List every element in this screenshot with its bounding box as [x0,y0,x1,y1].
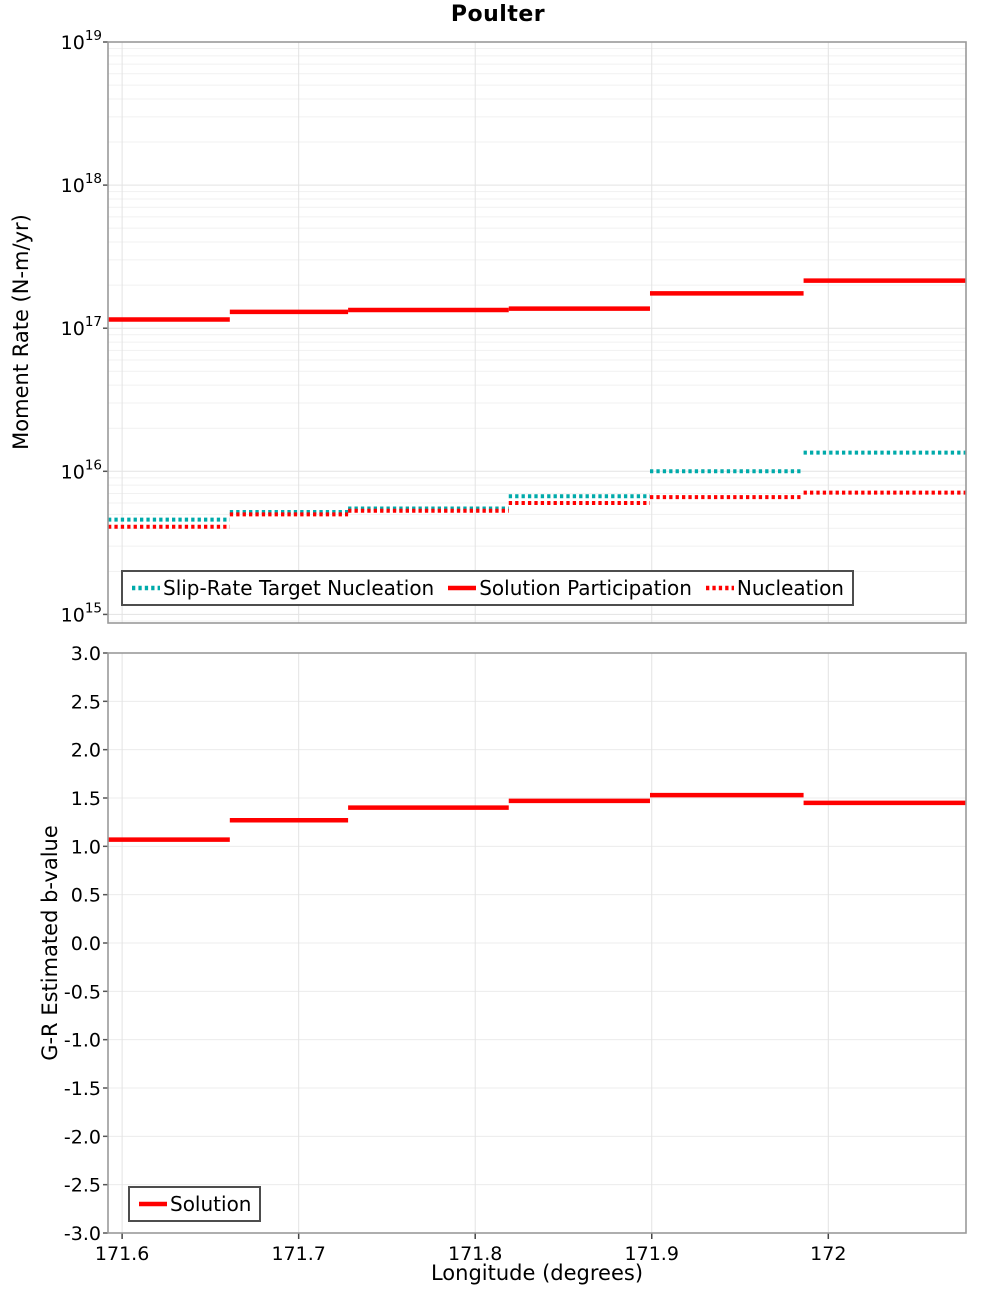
y-tick-label: 1017 [61,314,102,340]
bvalue-axis-label: G-R Estimated b-value [38,825,62,1061]
dotted-line-swatch-icon [132,585,160,591]
y-tick-label: 2.0 [71,740,101,762]
y-tick-label: 1.5 [71,788,101,810]
y-tick-label: 3.0 [71,643,101,665]
y-tick-label: -3.0 [64,1223,101,1245]
y-tick-label: 1019 [61,28,102,54]
longitude-axis-label: Longitude (degrees) [430,1261,644,1285]
y-tick-label: -1.5 [64,1078,101,1100]
chart-title: Poulter [450,2,546,27]
legend-item: Solution [138,1193,251,1215]
y-tick-label: 0.0 [71,933,101,955]
legend-label: Solution Participation [479,576,692,600]
legend-bvalue: Solution [128,1186,262,1222]
y-tick-label: -1.0 [64,1030,101,1052]
y-tick-label: 1015 [61,600,102,626]
legend-moment-rate: Slip-Rate Target Nucleation Solution Part… [121,570,854,606]
y-tick-label: -2.0 [64,1126,101,1148]
y-tick-label: -2.5 [64,1175,101,1197]
moment-rate-axis-label: Moment Rate (N-m/yr) [9,214,33,450]
y-tick-label: 2.5 [71,691,101,713]
legend-item: Slip-Rate Target Nucleation [131,577,434,599]
y-tick-label: -0.5 [64,981,101,1003]
legend-label: Nucleation [736,576,844,600]
y-tick-label: 1.0 [71,836,101,858]
plot-border [107,652,967,1234]
solid-line-swatch-icon [139,1201,167,1207]
y-tick-label: 1016 [61,457,102,483]
plot-border [107,41,967,624]
legend-item: Solution Participation [447,577,692,599]
legend-label: Solution [170,1192,252,1216]
legend-label: Slip-Rate Target Nucleation [163,576,435,600]
y-tick-label: 0.5 [71,885,101,907]
solid-line-swatch-icon [448,585,477,591]
dotted-line-swatch-icon [705,585,734,591]
legend-item: Nucleation [705,577,844,599]
y-tick-label: 1018 [61,171,102,197]
